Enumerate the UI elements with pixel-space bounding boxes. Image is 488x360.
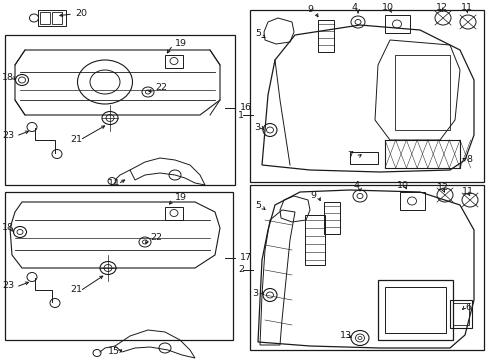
Text: 3: 3 bbox=[251, 288, 258, 297]
Text: 9: 9 bbox=[309, 190, 315, 199]
Bar bbox=[324, 202, 339, 234]
Text: 3: 3 bbox=[253, 123, 260, 132]
Text: 11: 11 bbox=[461, 188, 473, 197]
Bar bbox=[5, 192, 232, 340]
Bar bbox=[164, 55, 183, 68]
Bar bbox=[452, 303, 468, 325]
Bar bbox=[399, 192, 424, 210]
Bar bbox=[249, 10, 483, 182]
Text: 22: 22 bbox=[155, 84, 167, 93]
Text: 18: 18 bbox=[2, 72, 14, 81]
Text: 2: 2 bbox=[238, 266, 244, 274]
Bar bbox=[164, 207, 183, 220]
Bar bbox=[52, 12, 62, 24]
Text: 10: 10 bbox=[396, 180, 408, 189]
Text: 5: 5 bbox=[254, 30, 261, 39]
Bar bbox=[349, 152, 377, 164]
Text: 23: 23 bbox=[2, 130, 14, 139]
Text: 6: 6 bbox=[464, 303, 470, 312]
Text: 13: 13 bbox=[339, 330, 351, 339]
Text: 4: 4 bbox=[351, 4, 357, 13]
Bar bbox=[384, 287, 445, 333]
Text: 8: 8 bbox=[465, 154, 471, 163]
Text: 7: 7 bbox=[346, 152, 352, 161]
Bar bbox=[449, 300, 471, 328]
Bar bbox=[384, 140, 459, 168]
Text: 19: 19 bbox=[175, 194, 186, 202]
Bar bbox=[317, 20, 333, 52]
Text: 15: 15 bbox=[108, 347, 120, 356]
Text: 10: 10 bbox=[381, 4, 393, 13]
Text: 20: 20 bbox=[75, 9, 87, 18]
Text: 21: 21 bbox=[70, 285, 82, 294]
Text: 11: 11 bbox=[460, 4, 472, 13]
Bar bbox=[249, 185, 483, 350]
Text: 5: 5 bbox=[254, 202, 261, 211]
Text: 16: 16 bbox=[240, 104, 251, 112]
Bar bbox=[5, 35, 235, 185]
Text: 19: 19 bbox=[175, 39, 186, 48]
Text: 12: 12 bbox=[436, 184, 448, 193]
Bar bbox=[305, 215, 325, 265]
Bar bbox=[377, 280, 452, 340]
Bar bbox=[384, 15, 409, 33]
Text: 22: 22 bbox=[150, 234, 162, 243]
Bar bbox=[394, 55, 449, 130]
Bar bbox=[40, 12, 50, 24]
Text: 18: 18 bbox=[2, 224, 14, 233]
Text: 21: 21 bbox=[70, 135, 82, 144]
Text: 14: 14 bbox=[108, 180, 120, 189]
Text: 23: 23 bbox=[2, 282, 14, 291]
Text: 12: 12 bbox=[435, 4, 447, 13]
Bar bbox=[38, 10, 66, 26]
Text: 1: 1 bbox=[238, 111, 244, 120]
Text: 9: 9 bbox=[306, 5, 312, 14]
Text: 4: 4 bbox=[353, 180, 359, 189]
Text: 17: 17 bbox=[240, 253, 251, 262]
